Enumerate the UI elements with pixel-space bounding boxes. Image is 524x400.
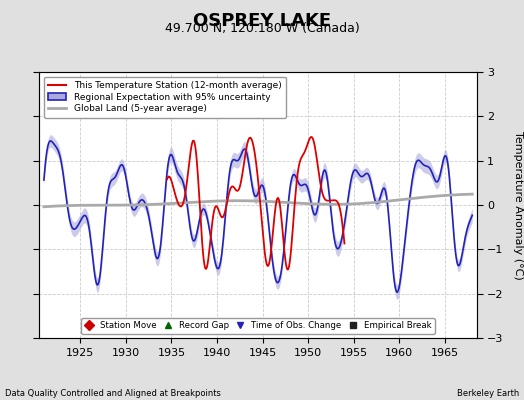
Text: Berkeley Earth: Berkeley Earth [456,389,519,398]
Text: Data Quality Controlled and Aligned at Breakpoints: Data Quality Controlled and Aligned at B… [5,389,221,398]
Text: OSPREY LAKE: OSPREY LAKE [193,12,331,30]
Text: 49.700 N, 120.180 W (Canada): 49.700 N, 120.180 W (Canada) [165,22,359,35]
Legend: Station Move, Record Gap, Time of Obs. Change, Empirical Break: Station Move, Record Gap, Time of Obs. C… [81,318,435,334]
Y-axis label: Temperature Anomaly (°C): Temperature Anomaly (°C) [513,131,523,279]
